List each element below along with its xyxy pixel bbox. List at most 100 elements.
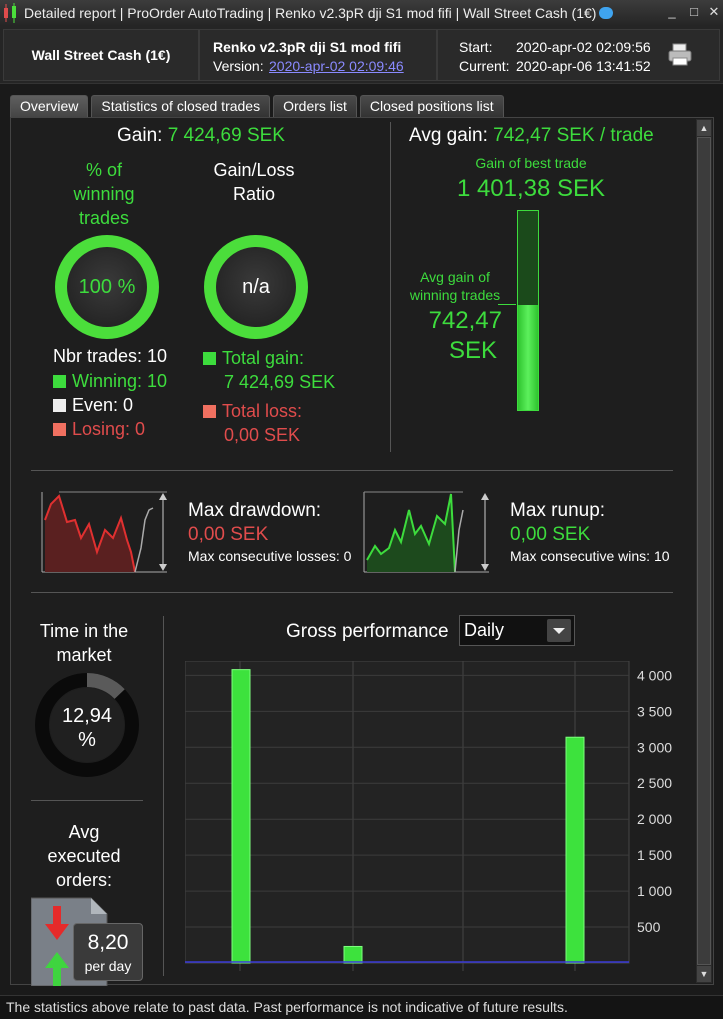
max-drawdown-label: Max drawdown: [188,500,322,521]
max-runup-value: 0,00 SEK [510,524,591,545]
tab-orders-list[interactable]: Orders list [273,95,357,117]
total-gain-value: 7 424,69 SEK [224,372,336,392]
chat-bubble-icon[interactable] [599,7,614,19]
gross-performance-chart: 4 000 3 500 3 000 2 500 2 000 1 500 1 000 500 [184,660,685,984]
time-label-line-2: market [56,645,112,665]
divider-2 [31,592,673,593]
window-title: Detailed report | ProOrder AutoTrading |… [24,5,597,21]
avg-win-value-line-2: SEK [448,337,497,364]
tab-statistics-closed-trades[interactable]: Statistics of closed trades [91,95,271,117]
avg-gain-bar [517,210,539,411]
chevron-down-icon[interactable] [547,619,571,642]
tab-closed-positions-list[interactable]: Closed positions list [359,95,504,117]
orders-label-line-2: executed [47,846,121,866]
instrument-name: Wall Street Cash (1€) [3,29,199,81]
avg-win-label-line-2: winning trades [409,287,501,303]
maximize-button[interactable]: □ [690,4,698,19]
scroll-up-icon[interactable]: ▲ [697,120,711,136]
y-tick-label: 2 000 [637,811,672,827]
avg-gain-bar-fill [518,305,538,410]
scroll-thumb[interactable] [697,137,711,965]
report-header: Wall Street Cash (1€) Renko v2.3pR dji S… [0,26,723,84]
section-divider [390,122,391,452]
divider-3 [31,800,143,801]
gain-value: 7 424,69 SEK [167,125,285,146]
total-gain-label: Total gain: [222,348,305,368]
time-in-market-label: Time in the market [29,619,139,667]
winning-swatch-icon [53,375,66,388]
title-bar: Detailed report | ProOrder AutoTrading |… [0,0,723,26]
total-loss-value: 0,00 SEK [224,425,301,445]
candlestick-app-icon [2,2,20,24]
runup-graph-icon [363,490,491,581]
tab-overview[interactable]: Overview [10,95,89,117]
start-label: Start: [459,39,493,55]
orders-unit: per day [84,958,132,974]
y-tick-label: 1 000 [637,883,672,899]
ratio-title-line-1: Gain/Loss [213,160,295,180]
close-button[interactable]: ✕ [708,4,720,19]
ratio-title: Gain/Loss Ratio [199,158,309,206]
bar [565,736,585,964]
avg-win-label: Avg gain of winning trades [399,268,511,304]
y-tick-label: 1 500 [637,847,672,863]
max-consecutive-wins: Max consecutive wins: 10 [510,548,670,564]
avg-gain-label: Avg gain: [409,125,488,146]
overview-panel: ▲ ▼ Gain: 7 424,69 SEK % of winning trad… [10,117,714,987]
period-select-value: Daily [464,620,505,640]
print-icon[interactable] [667,43,693,70]
winning-count: Winning: 10 [53,371,167,392]
losing-swatch-icon [53,423,66,436]
drawdown-graph-icon [41,490,169,581]
gain-summary: Gain: 7 424,69 SEK [117,125,285,147]
winning-title-line-1: % of [85,160,123,180]
gain-label: Gain: [117,125,163,146]
bar [343,945,363,964]
best-trade-value: 1 401,38 SEK [456,175,606,202]
total-loss-swatch-icon [203,405,216,418]
orders-value: 8,20 [87,931,129,954]
bar-chart: 4 000 3 500 3 000 2 500 2 000 1 500 1 000 500 [184,660,672,971]
winning-count-text: Winning: 10 [72,371,168,391]
minimize-button[interactable]: _ [668,4,676,19]
period-select[interactable]: Daily [459,615,575,646]
best-trade-label: Gain of best trade [475,155,587,171]
winning-title-line-2: winning [73,184,135,204]
avg-win-value: 742,47 SEK [397,306,502,366]
y-tick-label: 3 500 [637,703,672,719]
divider-4 [163,616,164,976]
time-label-line-1: Time in the [39,621,129,641]
divider-1 [31,470,673,471]
ratio-ring: n/a [204,235,308,339]
scrollbar[interactable]: ▲ ▼ [696,119,712,983]
avg-gain-summary: Avg gain: 742,47 SEK / trade [409,125,654,147]
y-tick-label: 500 [637,919,661,935]
max-runup-label: Max runup: [510,500,606,521]
version-link[interactable]: 2020-apr-02 02:09:46 [269,58,404,74]
winning-title-line-3: trades [78,208,130,228]
current-label: Current: [459,58,510,74]
time-in-market-value: 12,94 % [35,704,139,752]
y-tick-label: 4 000 [637,667,672,683]
plot-area [184,660,630,964]
tab-bar: Overview Statistics of closed trades Ord… [10,95,507,117]
disclaimer-bar: The statistics above relate to past data… [0,995,723,1019]
even-swatch-icon [53,399,66,412]
total-loss-label: Total loss: [222,401,303,421]
total-gain: Total gain: 7 424,69 SEK [203,346,335,394]
ratio-value: n/a [216,247,296,327]
y-tick-label: 3 000 [637,739,672,755]
avg-win-arrow-icon [498,304,516,305]
total-loss: Total loss: 0,00 SEK [203,399,302,447]
max-drawdown-value: 0,00 SEK [188,524,269,545]
avg-win-label-line-1: Avg gain of [420,269,490,285]
time-value-unit: % [78,729,96,751]
max-consecutive-losses: Max consecutive losses: 0 [188,548,352,564]
even-count-text: Even: 0 [72,395,134,415]
avg-gain-value: 742,47 SEK / trade [493,125,654,146]
time-in-market-ring [35,673,139,777]
orders-label-line-3: orders: [55,870,113,890]
winning-pct-value: 100 % [67,247,147,327]
even-count: Even: 0 [53,395,133,416]
scroll-down-icon[interactable]: ▼ [697,966,711,982]
